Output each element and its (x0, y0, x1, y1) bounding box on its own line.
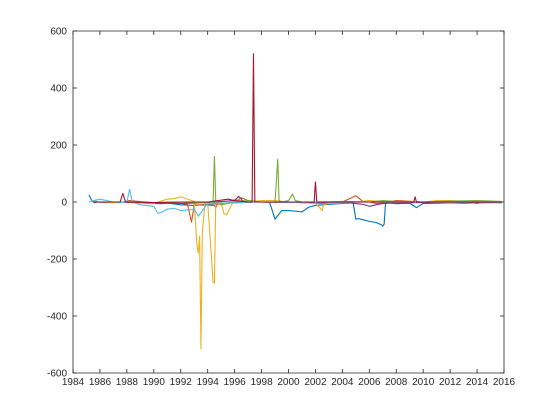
x-tick-label: 2006 (358, 377, 381, 388)
y-axis: -600 -400 -200 0 200 400 600 (47, 27, 504, 380)
x-tick-label: 2008 (385, 377, 408, 388)
x-tick-label: 1990 (143, 377, 166, 388)
x-tick-label: 2016 (493, 377, 516, 388)
y-tick-label: -400 (47, 312, 67, 323)
x-tick-label: 2004 (331, 377, 354, 388)
series-layer (88, 53, 502, 350)
x-tick-label: 1994 (197, 377, 220, 388)
y-tick-label: -200 (47, 255, 67, 266)
y-tick-label: -600 (47, 369, 67, 380)
x-tick-label: 1998 (250, 377, 273, 388)
x-tick-label: 1984 (62, 377, 85, 388)
series-line-1 (88, 194, 502, 227)
x-tick-label: 1996 (224, 377, 247, 388)
y-tick-label: 600 (50, 27, 67, 38)
y-tick-label: 400 (50, 84, 67, 95)
x-tick-label: 2010 (412, 377, 435, 388)
y-tick-label: 0 (61, 198, 67, 209)
x-tick-label: 2014 (466, 377, 489, 388)
x-tick-label: 1992 (170, 377, 193, 388)
y-tick-label: 200 (50, 141, 67, 152)
series-line-7 (92, 53, 502, 204)
x-tick-label: 2002 (304, 377, 327, 388)
x-tick-label: 1986 (89, 377, 112, 388)
x-tick-label: 2000 (277, 377, 300, 388)
x-tick-label: 2012 (439, 377, 462, 388)
x-tick-label: 1988 (116, 377, 139, 388)
x-axis: 1984 1986 1988 1990 1992 1994 1996 1998 2000 2002… (62, 31, 516, 388)
